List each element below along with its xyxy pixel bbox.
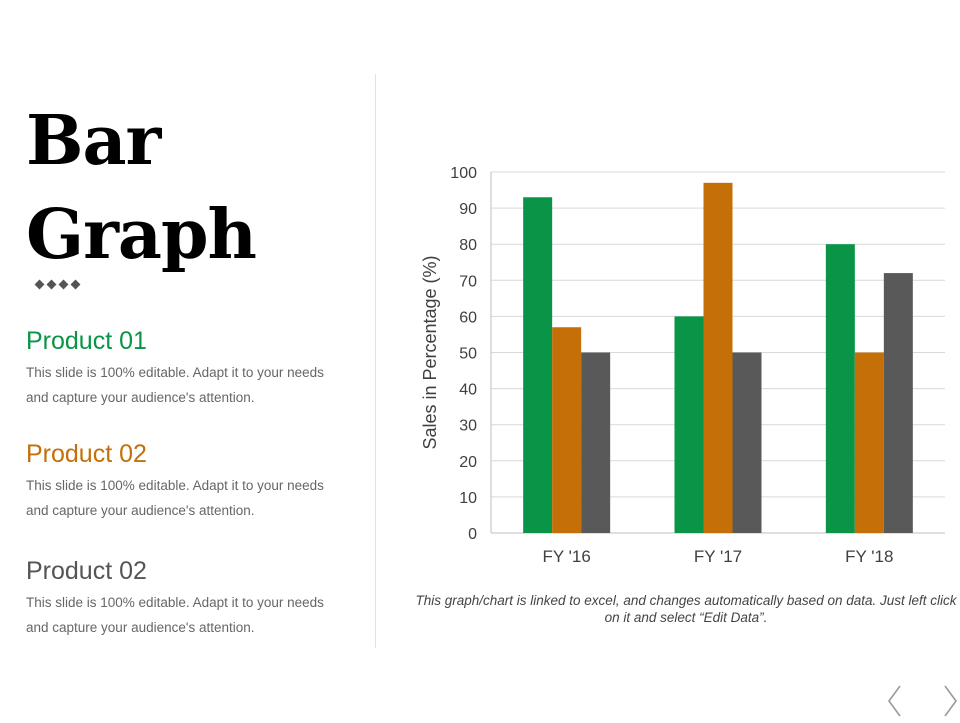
y-tick-label: 30	[459, 418, 477, 435]
x-tick-label: FY '17	[694, 547, 742, 566]
diamond-icon	[34, 279, 45, 290]
bar-chart: 0 10 20 30 40 50 60 70 80 90 100 FY '16 FY '17 FY '18…	[420, 165, 945, 566]
y-tick-label: 10	[459, 490, 477, 507]
y-tick-label: 100	[450, 165, 477, 182]
prev-slide-button[interactable]	[884, 684, 908, 718]
diamond-icon	[58, 279, 69, 290]
bar	[883, 273, 913, 533]
decorative-dots	[34, 279, 81, 290]
bar	[523, 197, 553, 533]
product-title: Product 02	[26, 557, 147, 585]
bar	[854, 352, 884, 533]
bar	[552, 327, 582, 533]
diamond-icon	[46, 279, 57, 290]
diamond-icon	[70, 279, 81, 290]
title-line-2: Graph	[26, 195, 257, 275]
product-block-1: Product 01 This slide is 100% editable. …	[26, 326, 346, 410]
bar	[581, 352, 611, 533]
y-tick-label: 90	[459, 201, 477, 218]
y-tick-label: 70	[459, 273, 477, 290]
product-block-3: Product 02 This slide is 100% editable. …	[26, 556, 346, 640]
title-line-1: Bar	[26, 101, 161, 181]
y-tick-label: 50	[459, 346, 477, 363]
y-tick-label: 80	[459, 237, 477, 254]
product-title: Product 01	[26, 327, 147, 355]
x-tick-label: FY '18	[845, 547, 893, 566]
x-tick-label: FY '16	[543, 547, 591, 566]
divider	[375, 74, 376, 648]
bar	[674, 316, 704, 533]
bar	[732, 352, 762, 533]
product-description: This slide is 100% editable. Adapt it to…	[26, 478, 324, 518]
product-title: Product 02	[26, 440, 147, 468]
chevron-left-icon	[888, 685, 901, 717]
slide-title: Bar Graph	[26, 94, 366, 282]
next-slide-button[interactable]	[938, 684, 960, 718]
y-tick-label: 60	[459, 309, 477, 326]
bar	[825, 244, 855, 533]
y-tick-label: 20	[459, 454, 477, 471]
product-description: This slide is 100% editable. Adapt it to…	[26, 365, 324, 405]
y-axis-label: Sales in Percentage (%)	[420, 255, 440, 449]
y-tick-label: 0	[468, 526, 477, 543]
chevron-right-icon	[944, 685, 957, 717]
product-block-2: Product 02 This slide is 100% editable. …	[26, 439, 346, 523]
product-description: This slide is 100% editable. Adapt it to…	[26, 595, 324, 635]
chart-caption: This graph/chart is linked to excel, and…	[415, 593, 957, 625]
bar	[703, 182, 733, 533]
y-tick-label: 40	[459, 382, 477, 399]
